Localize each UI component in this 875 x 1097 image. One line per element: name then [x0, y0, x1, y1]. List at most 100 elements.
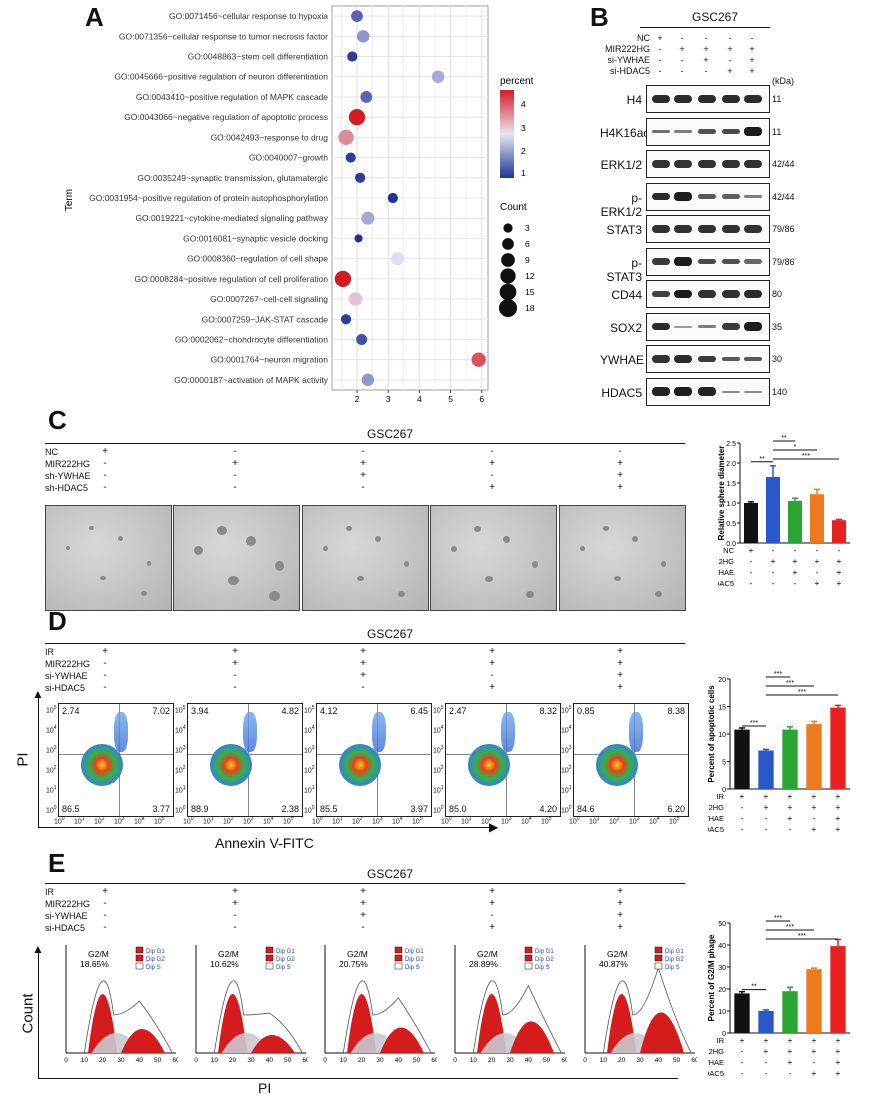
term-label: GO:0048863~stem cell differentiation	[188, 52, 329, 62]
legend-swatch	[265, 954, 274, 962]
treatment-sign: -	[490, 470, 494, 481]
treatment-sign: -	[361, 922, 365, 933]
log-exponent: 5	[548, 816, 552, 822]
treatment-label: si-YWHAE	[607, 55, 651, 65]
quadrant-ll-value: 85.5	[320, 804, 338, 814]
legend-label: Dip G2	[535, 957, 554, 963]
treatment-sign: +	[679, 44, 685, 54]
blot-band	[652, 387, 670, 396]
legend-swatch	[265, 962, 274, 970]
apoptotic-population	[629, 712, 643, 752]
treatment-sign: -	[103, 898, 107, 909]
x-treatment-sign: +	[764, 1047, 769, 1056]
micrograph-sphere	[302, 505, 429, 611]
x-treatment-sign: +	[788, 1036, 793, 1045]
hist-x-tick-label: 0	[64, 1057, 68, 1064]
x-axis-label: Annexin V-FITC	[215, 835, 314, 851]
hist-x-tick-label: 30	[117, 1057, 125, 1064]
quadrant-ul-value: 2.47	[449, 706, 467, 716]
treatment-sign: +	[360, 646, 366, 657]
x-treatment-sign: +	[812, 792, 817, 801]
y-log-tick: 105	[175, 705, 186, 715]
x-arrow-line	[38, 827, 493, 828]
log-exponent: 1	[596, 816, 600, 822]
x-treatment-sign: +	[815, 579, 820, 588]
treatment-sign: -	[233, 446, 237, 457]
significance-stars: *	[794, 444, 797, 451]
x-treatment-sign: +	[793, 557, 798, 566]
treatment-sign: +	[617, 482, 623, 493]
log-exponent: 0	[53, 805, 57, 811]
log-exponent: 3	[53, 745, 57, 751]
x-treatment-sign: -	[765, 1069, 768, 1078]
blot-band	[698, 325, 716, 328]
cell-sphere	[323, 546, 328, 551]
term-label: GO:0043066~negative regulation of apopto…	[124, 112, 328, 122]
flow-dot-plot: 0.85 8.38 84.6 6.20	[573, 703, 689, 817]
treatment-sign: +	[232, 658, 238, 669]
x-log-tick: 101	[332, 816, 343, 826]
y-axis-label: Count	[19, 993, 37, 1034]
x-treatment-sign: +	[788, 814, 793, 823]
log-exponent: 0	[576, 816, 580, 822]
bar	[806, 969, 822, 1033]
y-log-tick: 101	[561, 785, 572, 795]
treatment-sign: -	[361, 446, 365, 457]
x-log-tick: 103	[372, 816, 383, 826]
cell-sphere	[404, 561, 409, 567]
panel-a-label: A	[85, 2, 104, 32]
quadrant-lr-value: 6.20	[667, 804, 685, 814]
blot-band	[674, 160, 692, 168]
bar	[758, 750, 774, 789]
legend-swatch	[524, 962, 533, 970]
hist-x-tick-label: 40	[266, 1057, 274, 1064]
quadrant-ur-value: 8.38	[667, 706, 685, 716]
legend-count-title: Count	[500, 202, 527, 213]
x-treatment-sign: -	[750, 579, 753, 588]
blot-band	[722, 194, 740, 199]
cell-sphere	[603, 526, 609, 531]
blot-band	[674, 95, 692, 103]
quadrant-ll-value: 88.9	[191, 804, 209, 814]
treatment-sign: +	[617, 670, 623, 681]
y-log-tick: 104	[175, 725, 186, 735]
log-exponent: 5	[53, 705, 57, 711]
cell-cycle-histogram: G2/M18.65% Dip G1 Dip G2 Dip S 0 10 20 30 40 50 60	[64, 945, 178, 1064]
g2-peak	[510, 1021, 554, 1053]
x-treatment-sign: +	[764, 792, 769, 801]
cell-sphere	[194, 546, 203, 555]
treatment-sign: -	[490, 670, 494, 681]
log-exponent: 4	[311, 725, 315, 731]
cell-sphere	[66, 546, 70, 550]
panel-e-label: E	[48, 848, 66, 878]
x-log-tick: 105	[541, 816, 552, 826]
hist-x-tick-label: 10	[81, 1057, 89, 1064]
kda-marker: 11	[772, 94, 782, 104]
log-exponent: 2	[488, 816, 492, 822]
bubble-point	[347, 51, 358, 62]
blot-band	[674, 257, 692, 266]
legend-swatch	[654, 946, 663, 954]
y-log-tick: 100	[175, 805, 186, 815]
x-treatment-sign: -	[772, 579, 775, 588]
y-log-tick: 101	[304, 785, 315, 795]
y-log-tick: 100	[304, 805, 315, 815]
kda-marker: 79/86	[772, 256, 795, 267]
treatment-label: si-HDAC5	[45, 683, 86, 693]
legend-label: Dip S	[535, 965, 550, 971]
term-label: GO:0008360~regulation of cell shape	[187, 254, 328, 264]
x-log-tick: 104	[134, 816, 145, 826]
y-log-tick: 101	[433, 785, 444, 795]
treatment-sign: +	[617, 658, 623, 669]
log-exponent: 2	[359, 816, 363, 822]
x-treatment-label: NC	[723, 546, 734, 555]
quadrant-ll-value: 84.6	[577, 804, 595, 814]
x-treatment-sign: +	[836, 1058, 841, 1067]
x-log-tick: 104	[521, 816, 532, 826]
bar	[734, 993, 750, 1033]
blot-band	[698, 355, 716, 363]
treatment-sign: +	[489, 458, 495, 469]
